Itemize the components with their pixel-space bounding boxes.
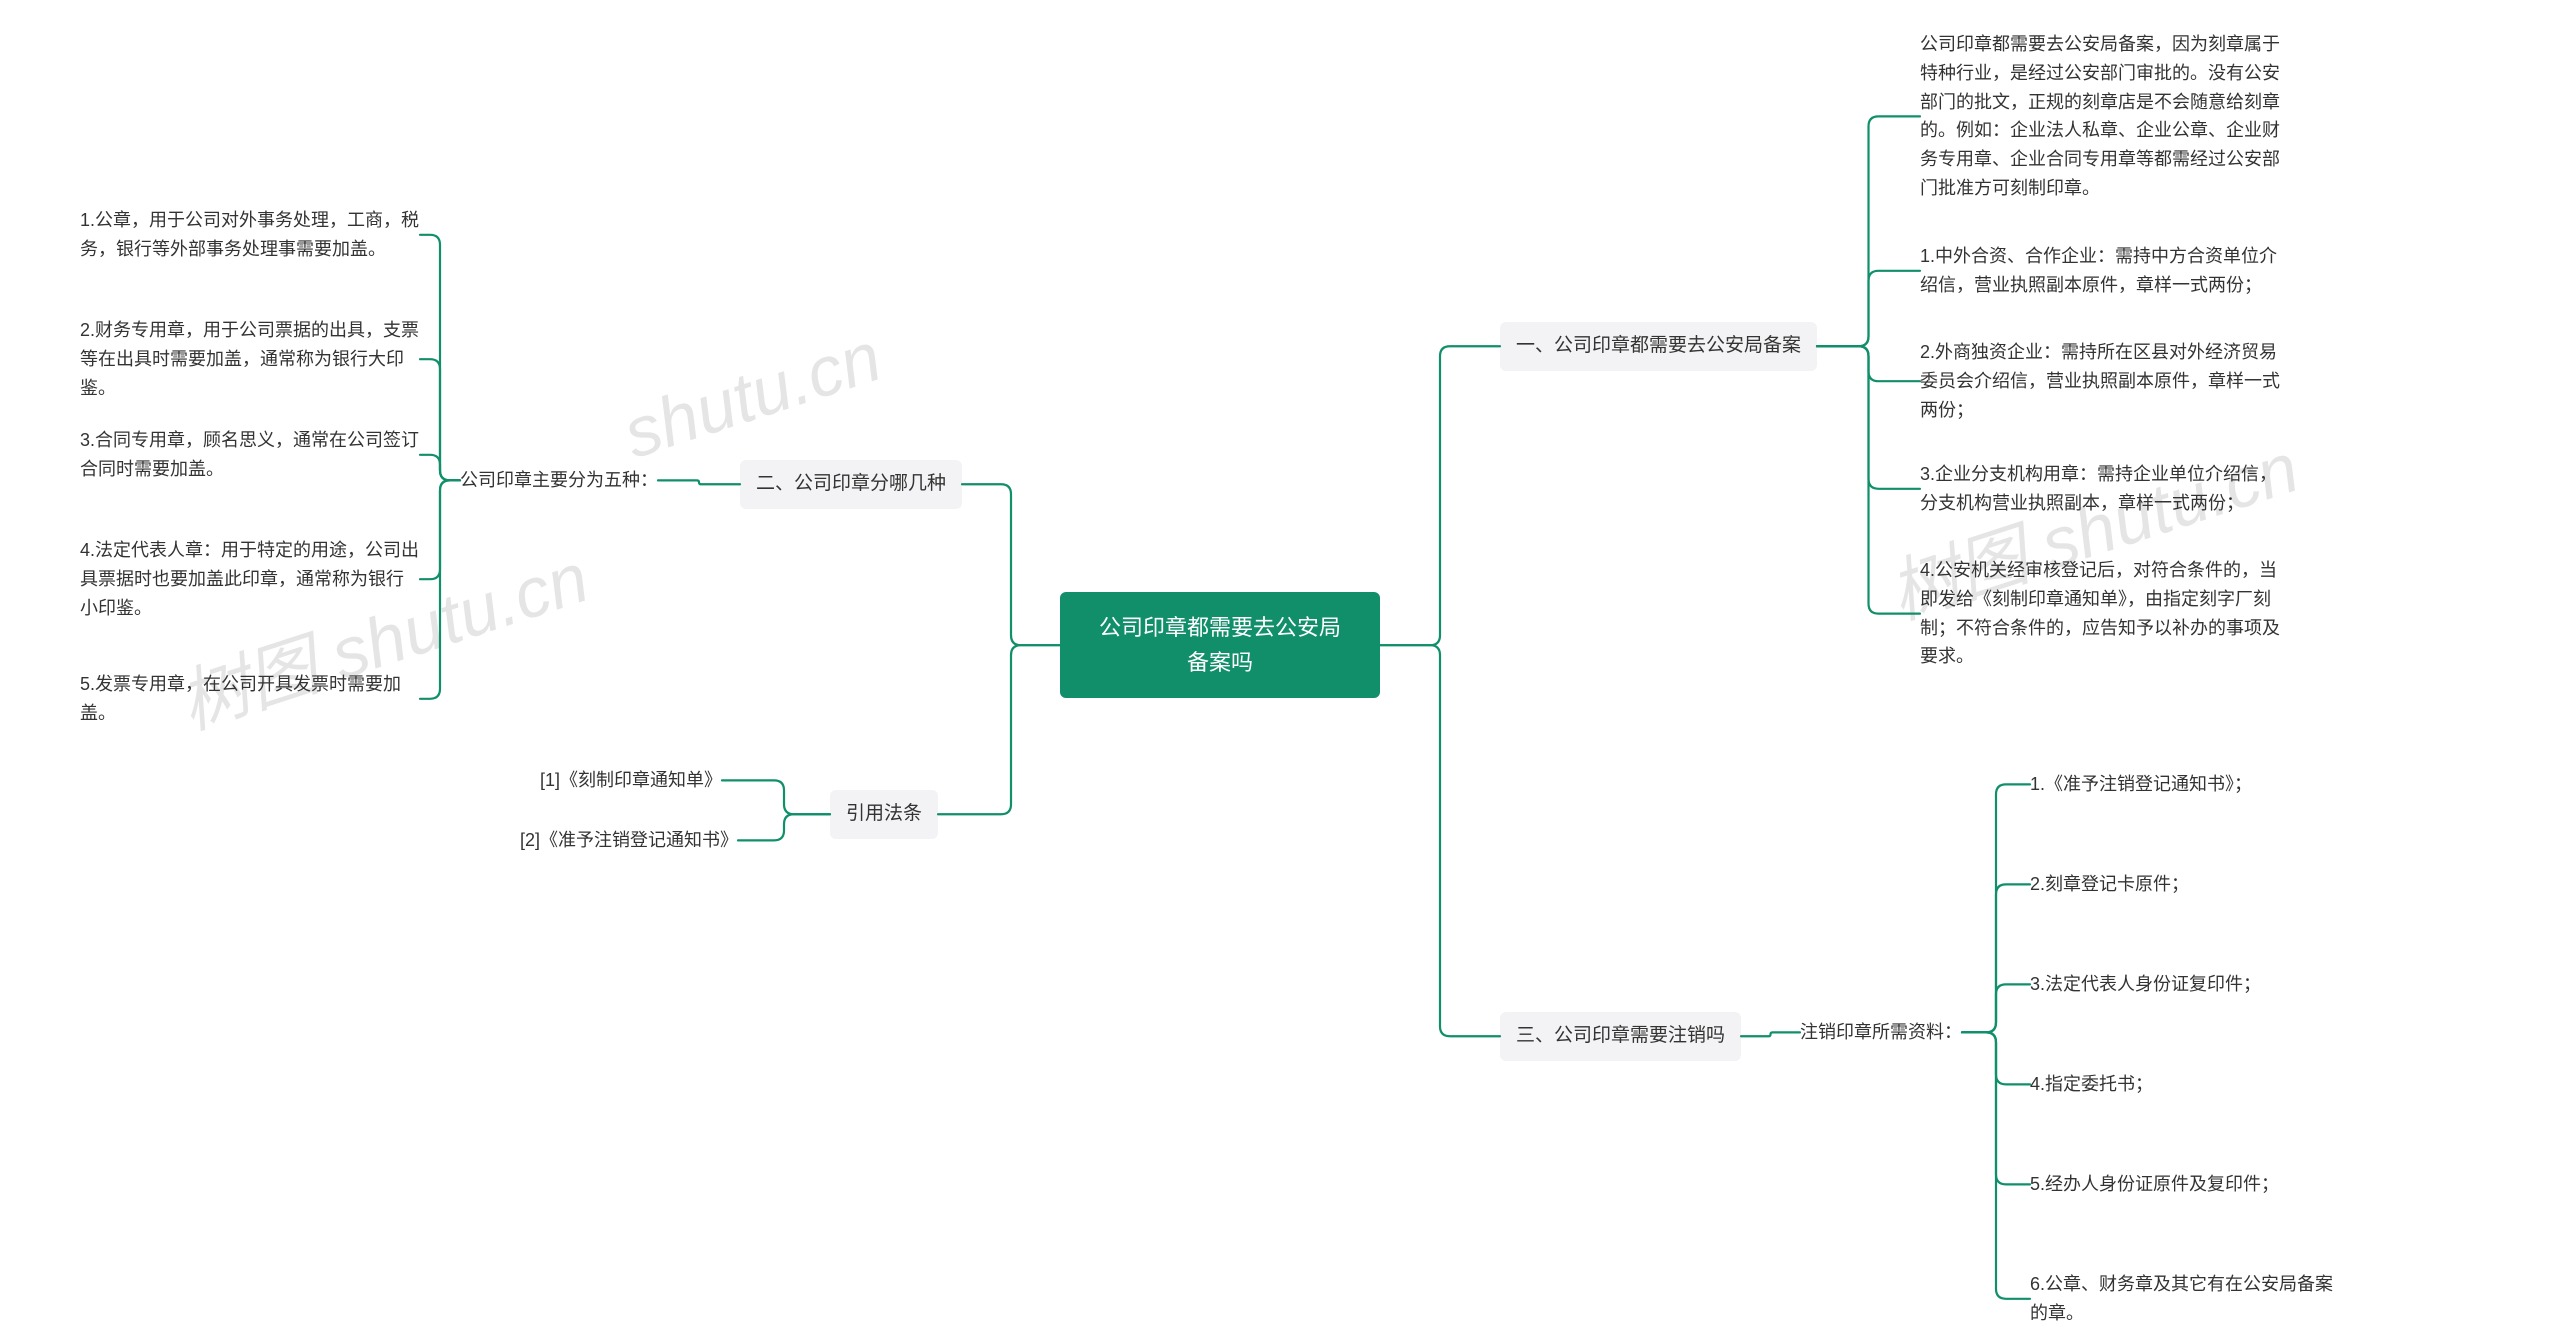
leaf-r1-1: 1.中外合资、合作企业：需持中方合资单位介绍信，营业执照副本原件，章样一式两份；: [1920, 242, 2280, 300]
leaf-r2-1: 2.刻章登记卡原件；: [2030, 870, 2189, 899]
sub-l1-fivetypes: 公司印章主要分为五种：: [460, 466, 658, 495]
branch-section-2: 二、公司印章分哪几种: [740, 460, 962, 509]
root-line2: 备案吗: [1187, 650, 1253, 675]
leaf-l2-0: [1]《刻制印章通知单》: [540, 766, 722, 795]
leaf-l1-1: 2.财务专用章，用于公司票据的出具，支票等在出具时需要加盖，通常称为银行大印鉴。: [80, 316, 420, 402]
leaf-r1-0: 公司印章都需要去公安局备案，因为刻章属于特种行业，是经过公安部门审批的。没有公安…: [1920, 30, 2280, 203]
leaf-r1-2: 2.外商独资企业：需持所在区县对外经济贸易委员会介绍信，营业执照副本原件，章样一…: [1920, 338, 2280, 424]
mindmap-root: 公司印章都需要去公安局 备案吗: [1060, 592, 1380, 698]
sub-r2-materials: 注销印章所需资料：: [1800, 1018, 1962, 1047]
leaf-l1-0: 1.公章，用于公司对外事务处理，工商，税务，银行等外部事务处理事需要加盖。: [80, 206, 420, 264]
leaf-r2-4: 5.经办人身份证原件及复印件；: [2030, 1170, 2279, 1199]
branch-cited-laws: 引用法条: [830, 790, 938, 839]
root-line1: 公司印章都需要去公安局: [1099, 615, 1341, 640]
branch-section-1: 一、公司印章都需要去公安局备案: [1500, 322, 1817, 371]
branch-section-3: 三、公司印章需要注销吗: [1500, 1012, 1741, 1061]
leaf-r1-4: 4.公安机关经审核登记后，对符合条件的，当即发给《刻制印章通知单》，由指定刻字厂…: [1920, 556, 2280, 671]
leaf-r2-5: 6.公章、财务章及其它有在公安局备案的章。: [2030, 1270, 2350, 1328]
leaf-l1-2: 3.合同专用章，顾名思义，通常在公司签订合同时需要加盖。: [80, 426, 420, 484]
leaf-r2-2: 3.法定代表人身份证复印件；: [2030, 970, 2261, 999]
leaf-r2-0: 1.《准予注销登记通知书》；: [2030, 770, 2252, 799]
leaf-r1-3: 3.企业分支机构用章：需持企业单位介绍信，分支机构营业执照副本，章样一式两份；: [1920, 460, 2280, 518]
leaf-l2-1: [2]《准予注销登记通知书》: [520, 826, 738, 855]
leaf-r2-3: 4.指定委托书；: [2030, 1070, 2153, 1099]
watermark: shutu.cn: [614, 316, 890, 474]
leaf-l1-4: 5.发票专用章，在公司开具发票时需要加盖。: [80, 670, 420, 728]
leaf-l1-3: 4.法定代表人章：用于特定的用途，公司出具票据时也要加盖此印章，通常称为银行小印…: [80, 536, 420, 622]
